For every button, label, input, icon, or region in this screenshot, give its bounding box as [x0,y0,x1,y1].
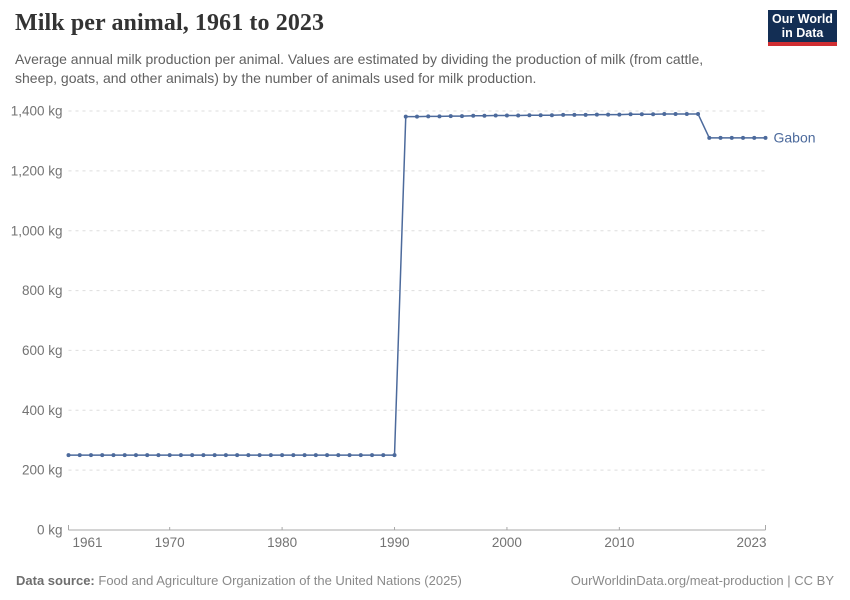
y-tick-label: 600 kg [22,343,63,358]
owid-logo-line2: in Data [781,26,824,40]
data-point[interactable] [718,135,723,140]
chart-title: Milk per animal, 1961 to 2023 [15,10,325,36]
data-point[interactable] [527,113,532,118]
y-tick-label: 800 kg [22,283,63,298]
data-point[interactable] [336,453,341,458]
data-point[interactable] [561,112,566,117]
x-tick-label: 2000 [492,535,522,550]
data-point[interactable] [223,453,228,458]
data-point[interactable] [684,111,689,116]
data-point[interactable] [313,453,318,458]
data-point[interactable] [235,453,240,458]
data-point[interactable] [257,453,262,458]
data-point[interactable] [617,112,622,117]
data-point[interactable] [538,113,543,118]
y-tick-label: 200 kg [22,463,63,478]
data-point[interactable] [707,135,712,140]
data-point[interactable] [437,114,442,119]
data-point[interactable] [549,113,554,118]
y-tick-label: 1,400 kg [11,104,63,119]
data-source-label: Data source: [16,573,95,588]
data-point[interactable] [459,114,464,119]
series-line-gabon[interactable] [68,113,766,456]
entity-label[interactable]: Gabon [774,130,816,146]
data-point[interactable] [403,114,408,119]
data-point[interactable] [651,112,656,117]
data-point[interactable] [415,114,419,119]
data-point[interactable] [662,111,667,116]
data-point[interactable] [752,135,757,140]
data-point[interactable] [471,113,476,118]
data-point[interactable] [606,112,611,117]
chart-footer: Data source: Food and Agriculture Organi… [16,573,834,588]
data-point[interactable] [504,113,509,118]
data-source-note: Data source: Food and Agriculture Organi… [16,573,462,588]
data-point[interactable] [88,453,93,458]
x-tick-label: 1970 [155,535,185,550]
data-point[interactable] [347,453,352,458]
data-point[interactable] [190,453,195,458]
data-point[interactable] [246,453,251,458]
x-tick-label: 1980 [267,535,297,550]
data-point[interactable] [729,135,734,140]
data-point[interactable] [628,112,633,117]
data-point[interactable] [178,453,183,458]
data-point[interactable] [482,113,487,118]
data-point[interactable] [145,453,150,458]
data-point[interactable] [201,453,206,458]
data-point[interactable] [426,114,431,119]
data-point[interactable] [66,453,71,458]
data-point[interactable] [763,135,768,140]
data-point[interactable] [212,453,217,458]
data-point[interactable] [100,453,105,458]
x-tick-label: 1990 [379,535,409,550]
data-point[interactable] [741,135,746,140]
data-point[interactable] [572,112,577,117]
data-point[interactable] [111,453,116,458]
data-point[interactable] [358,453,363,458]
x-tick-label: 2010 [604,535,634,550]
data-point[interactable] [133,453,138,458]
data-point[interactable] [392,453,397,458]
x-tick-label: 1961 [73,535,103,550]
data-point[interactable] [448,114,453,119]
data-point[interactable] [639,112,644,117]
data-point[interactable] [77,453,82,458]
y-tick-label: 0 kg [37,523,63,538]
owid-logo[interactable]: Our World in Data [768,10,837,46]
data-point[interactable] [673,111,678,116]
data-point[interactable] [291,453,296,458]
data-source-text: Food and Agriculture Organization of the… [98,573,462,588]
data-point[interactable] [280,453,285,458]
owid-citation-link[interactable]: OurWorldinData.org/meat-production | CC … [570,573,834,588]
data-point[interactable] [156,453,161,458]
data-point[interactable] [594,112,599,117]
data-point[interactable] [493,113,498,118]
data-point[interactable] [583,112,588,117]
y-tick-label: 1,000 kg [11,223,63,238]
data-point[interactable] [370,453,375,458]
data-point[interactable] [325,453,330,458]
y-tick-label: 1,200 kg [11,163,63,178]
data-point[interactable] [696,111,701,116]
data-point[interactable] [122,453,127,458]
y-tick-label: 400 kg [22,403,63,418]
data-point[interactable] [302,453,307,458]
owid-logo-line1: Our World [772,12,833,26]
data-point[interactable] [381,453,386,458]
data-point[interactable] [167,453,172,458]
data-point[interactable] [516,113,521,118]
chart-subtitle: Average annual milk production per anima… [15,51,704,86]
data-point[interactable] [268,453,273,458]
x-tick-label: 2023 [736,535,766,550]
